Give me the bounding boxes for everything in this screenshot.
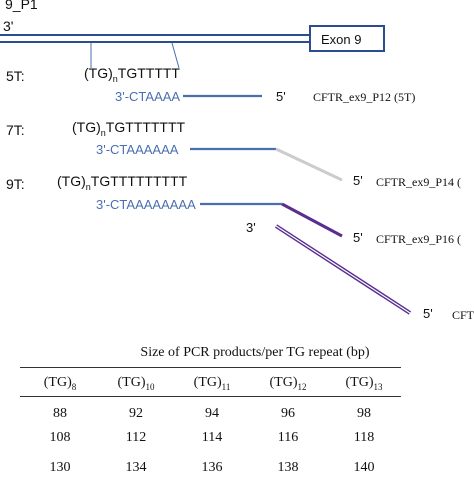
tg-region-bracket-right	[171, 42, 180, 69]
primer-9t-end: 5'	[353, 230, 363, 245]
table-cell: 94	[205, 406, 219, 421]
table-cell: 140	[353, 460, 375, 475]
primer-5t-sequence: 3'-CTAAAA	[115, 89, 180, 104]
exon-label: Exon 9	[321, 32, 361, 47]
table-cell: 116	[277, 430, 299, 445]
allele-5t-label: 5T:	[6, 68, 25, 84]
table-top-rule	[20, 367, 401, 368]
table-header-row: (TG)8 (TG)10 (TG)11 (TG)12 (TG)13	[0, 375, 474, 397]
reverse-primer-label: CFT	[452, 308, 474, 322]
primer-9t-sequence: 3'-CTAAAAAAAA	[96, 197, 196, 212]
table-cell: 88	[53, 406, 67, 421]
primer-7t-sequence: 3'-CTAAAAAA	[96, 142, 179, 157]
reverse-primer-start: 3'	[246, 220, 256, 235]
primer-7t-label: CFTR_ex9_P14 (	[376, 175, 461, 189]
table-caption: Size of PCR products/per TG repeat (bp)	[140, 345, 370, 360]
table-cell: 138	[277, 460, 299, 475]
table-row: 88 92 94 96 98	[0, 406, 474, 428]
table-header-rule	[20, 396, 401, 397]
strand-3prime-label: 3'	[3, 18, 13, 34]
exon-box	[309, 25, 385, 52]
table-cell: 114	[201, 430, 223, 445]
table-header-cell: (TG)12	[269, 375, 307, 392]
allele-7t-label: 7T:	[6, 122, 25, 138]
allele-7t-sequence: (TG)nTGTTTTTTT	[72, 119, 186, 138]
reverse-primer-line-inner	[275, 225, 411, 314]
primer-9t-tail	[281, 202, 343, 238]
primer-5t-end: 5'	[276, 89, 286, 104]
table-header-cell: (TG)11	[193, 375, 231, 392]
allele-9t-sequence: (TG)nTGTTTTTTTTT	[57, 173, 188, 192]
table-cell: 108	[49, 430, 71, 445]
table-cell: 98	[357, 406, 371, 421]
table-header-cell: (TG)13	[345, 375, 383, 392]
table-cell: 112	[125, 430, 147, 445]
pcr-size-table: Size of PCR products/per TG repeat (bp) …	[0, 338, 474, 475]
top-left-label: 9_P1	[5, 0, 38, 12]
primer-7t-end: 5'	[353, 173, 363, 188]
table-cell: 118	[353, 430, 375, 445]
primer-9t-label: CFTR_ex9_P16 (	[376, 232, 461, 246]
primer-5t-label: CFTR_ex9_P12 (5T)	[313, 90, 415, 104]
table-row: 108 112 114 116 118	[0, 430, 474, 452]
allele-9t-label: 9T:	[6, 176, 25, 192]
table-cell: 96	[281, 406, 295, 421]
table-header-cell: (TG)8	[43, 375, 77, 392]
table-header-cell: (TG)10	[117, 375, 155, 392]
table-cell: 134	[125, 460, 147, 475]
table-cell: 130	[49, 460, 71, 475]
primer-7t-tail	[275, 147, 343, 182]
reverse-primer-end: 5'	[423, 306, 433, 321]
table-row: 130 134 136 138 140	[0, 460, 474, 482]
table-cell: 136	[201, 460, 223, 475]
table-cell: 92	[129, 406, 143, 421]
allele-5t-sequence: (TG)nTGTTTTT	[84, 65, 180, 84]
